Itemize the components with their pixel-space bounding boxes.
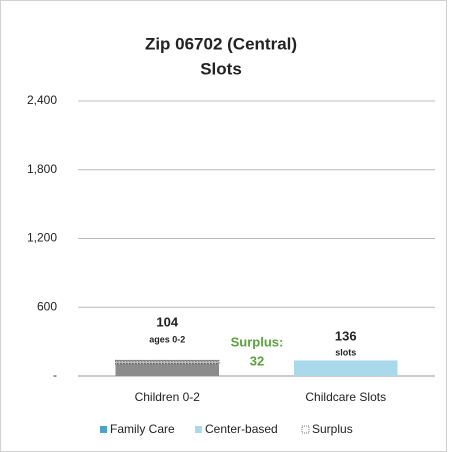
bar: [114, 359, 220, 365]
legend-swatch: [195, 426, 202, 433]
chart-title: Zip 06702 (Central): [145, 34, 297, 53]
x-tick-label: Childcare Slots: [305, 390, 386, 404]
chart-title: Slots: [200, 59, 242, 78]
y-tick-label: 1,200: [27, 231, 57, 245]
surplus-label: Surplus:: [231, 334, 284, 349]
data-label-note: ages 0-2: [149, 334, 185, 344]
data-label: 136: [335, 328, 357, 343]
y-tick-label: -: [53, 368, 57, 382]
legend-label: Center-based: [205, 422, 278, 436]
legend-label: Family Care: [110, 422, 175, 436]
surplus-value: 32: [250, 353, 264, 368]
y-tick-label: 2,400: [27, 93, 57, 107]
legend-swatch: [301, 425, 310, 434]
bar: [115, 364, 220, 376]
legend-label: Surplus: [312, 422, 353, 436]
y-tick-label: 600: [37, 299, 57, 313]
data-label: 104: [156, 314, 178, 329]
bar: [293, 360, 398, 376]
y-tick-label: 1,800: [27, 162, 57, 176]
data-label-note: slots: [335, 347, 356, 357]
legend-swatch: [100, 426, 107, 433]
x-tick-label: Children 0-2: [135, 390, 201, 404]
